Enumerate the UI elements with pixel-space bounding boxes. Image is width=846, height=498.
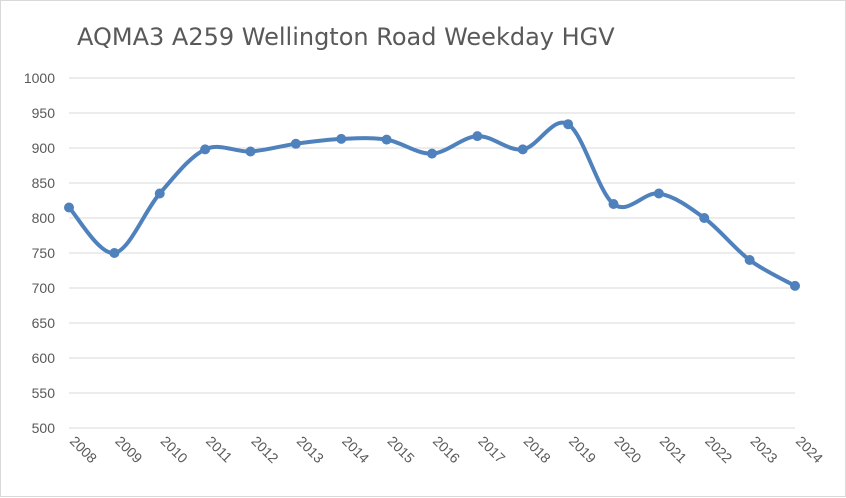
data-point: [381, 134, 392, 145]
y-tick-label: 700: [32, 280, 56, 296]
data-point: [517, 144, 528, 155]
data-point: [427, 148, 437, 159]
series-line: [67, 120, 797, 288]
y-tick-label: 550: [32, 385, 56, 401]
data-point: [744, 255, 755, 265]
y-tick-label: 500: [32, 420, 56, 436]
y-tick-label: 600: [32, 350, 56, 366]
data-point: [608, 199, 619, 209]
data-point: [790, 280, 800, 291]
y-tick-label: 900: [32, 140, 56, 156]
data-point: [245, 146, 256, 157]
chart-title: AQMA3 A259 Wellington Road Weekday HGV: [77, 23, 615, 51]
y-tick-label: 950: [32, 105, 56, 121]
x-tick-label: 2008: [67, 433, 100, 466]
x-tick-label: 2023: [748, 433, 781, 466]
x-tick-label: 2022: [702, 433, 735, 466]
x-tick-label: 2019: [566, 433, 599, 466]
x-tick-label: 2018: [521, 433, 554, 466]
data-point: [200, 144, 211, 155]
y-tick-label: 750: [32, 245, 56, 261]
data-point: [563, 119, 574, 130]
data-point: [653, 188, 664, 199]
y-tick-label: 850: [32, 175, 56, 191]
x-tick-label: 2020: [611, 433, 644, 466]
x-tick-label: 2016: [430, 433, 463, 466]
x-tick-label: 2014: [339, 433, 372, 466]
data-point: [336, 133, 347, 144]
x-tick-label: 2021: [657, 433, 690, 466]
x-tick-label: 2015: [385, 433, 418, 466]
data-point: [290, 138, 301, 149]
y-tick-label: 650: [32, 315, 56, 331]
y-tick-label: 1000: [24, 70, 55, 86]
x-tick-label: 2024: [793, 433, 826, 466]
data-point: [472, 131, 483, 142]
data-point: [109, 248, 120, 258]
y-tick-label: 800: [32, 210, 56, 226]
data-point: [699, 213, 710, 223]
x-tick-label: 2017: [475, 433, 508, 466]
x-tick-label: 2011: [203, 433, 236, 466]
data-point: [154, 188, 165, 199]
x-tick-label: 2010: [158, 433, 191, 466]
x-tick-label: 2009: [112, 433, 145, 466]
x-tick-label: 2013: [294, 433, 327, 466]
x-tick-label: 2012: [248, 433, 281, 466]
data-point: [64, 202, 74, 213]
